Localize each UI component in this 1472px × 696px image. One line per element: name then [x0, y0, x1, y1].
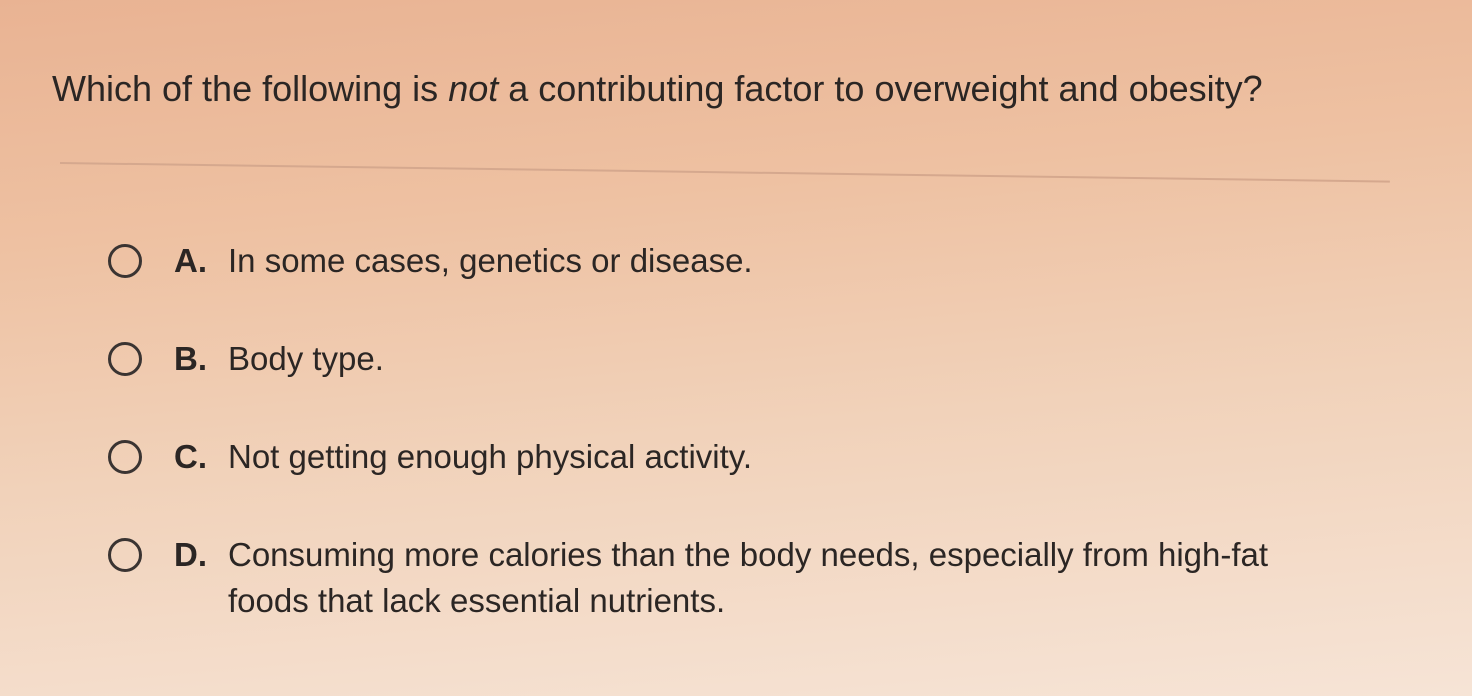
question-text: Which of the following is — [52, 68, 449, 109]
option-letter: D. — [174, 536, 207, 573]
radio-button[interactable] — [108, 342, 142, 376]
option-text: Not getting enough physical activity. — [228, 438, 753, 475]
option-letter: A. — [174, 242, 207, 279]
option-text: Consuming more calories than the body ne… — [228, 536, 1269, 619]
question-text: a contributing factor to overweight and … — [498, 68, 1263, 109]
option-letter: C. — [174, 438, 207, 475]
question: Which of the following is not a contribu… — [52, 68, 1263, 110]
option-text: Body type. — [228, 340, 384, 377]
option[interactable]: C. Not getting enough physical activity. — [108, 434, 1328, 480]
option-letter: B. — [174, 340, 207, 377]
option[interactable]: D. Consuming more calories than the body … — [108, 532, 1328, 624]
option[interactable]: B. Body type. — [108, 336, 1328, 382]
radio-button[interactable] — [108, 244, 142, 278]
question-emphasis: not — [448, 68, 499, 109]
options: A. In some cases, genetics or disease. B. B… — [108, 238, 1328, 676]
divider — [59, 162, 1390, 183]
option[interactable]: A. In some cases, genetics or disease. — [108, 238, 1328, 284]
radio-button[interactable] — [108, 440, 142, 474]
radio-button[interactable] — [108, 538, 142, 572]
option-text: In some cases, genetics or disease. — [228, 242, 753, 279]
